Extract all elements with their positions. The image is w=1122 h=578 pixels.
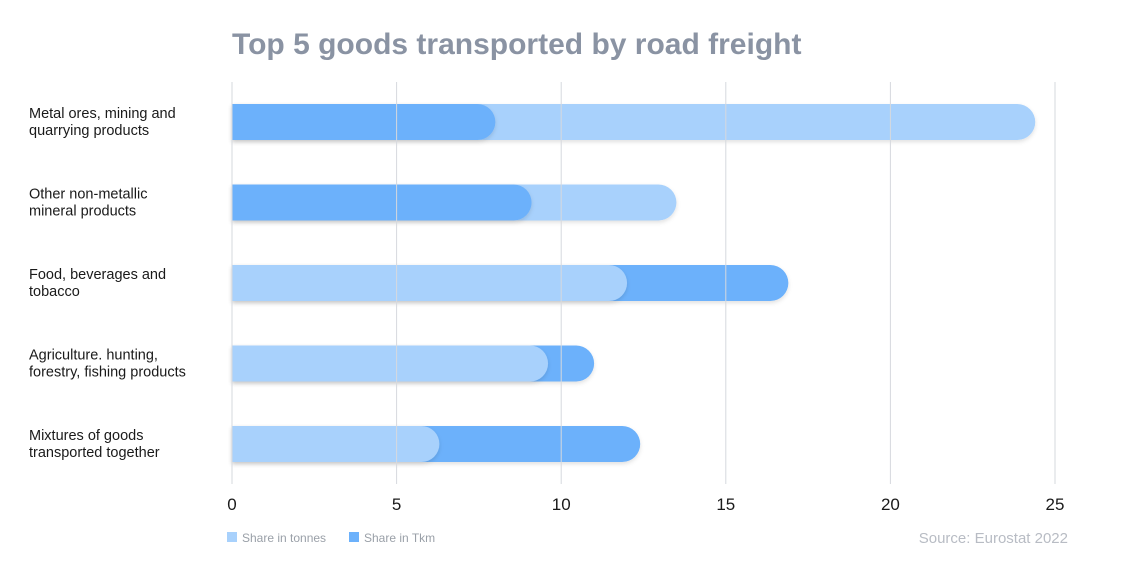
- x-tick-label: 20: [881, 495, 900, 514]
- chart-title: Top 5 goods transported by road freight: [232, 28, 801, 61]
- bar-share-in-tonnes: [232, 265, 628, 301]
- category-label: forestry, fishing products: [29, 365, 186, 381]
- legend-label: Share in tonnes: [242, 531, 326, 545]
- category-label: Food, beverages and: [29, 267, 166, 283]
- category-label: Mixtures of goods: [29, 428, 143, 444]
- x-tick-label: 5: [392, 495, 401, 514]
- bar-share-in-tonnes: [232, 345, 549, 382]
- source-note: Source: Eurostat 2022: [919, 530, 1068, 547]
- bar-share-in-tkm: [232, 184, 532, 221]
- legend-swatch: [349, 532, 359, 542]
- legend-swatch: [227, 532, 237, 542]
- x-tick-label: 25: [1046, 495, 1065, 514]
- legend-label: Share in Tkm: [364, 531, 435, 545]
- category-label: quarrying products: [29, 123, 149, 139]
- category-label: Agriculture. hunting,: [29, 348, 158, 364]
- category-label: Other non-metallic: [29, 187, 147, 203]
- bar-share-in-tonnes: [232, 426, 440, 462]
- category-label: mineral products: [29, 204, 136, 220]
- bar-share-in-tkm: [232, 104, 496, 140]
- category-label: tobacco: [29, 284, 80, 300]
- x-tick-label: 15: [716, 495, 735, 514]
- category-label: transported together: [29, 445, 160, 461]
- x-tick-label: 10: [552, 495, 571, 514]
- category-label: Metal ores, mining and: [29, 106, 176, 122]
- x-tick-label: 0: [227, 495, 236, 514]
